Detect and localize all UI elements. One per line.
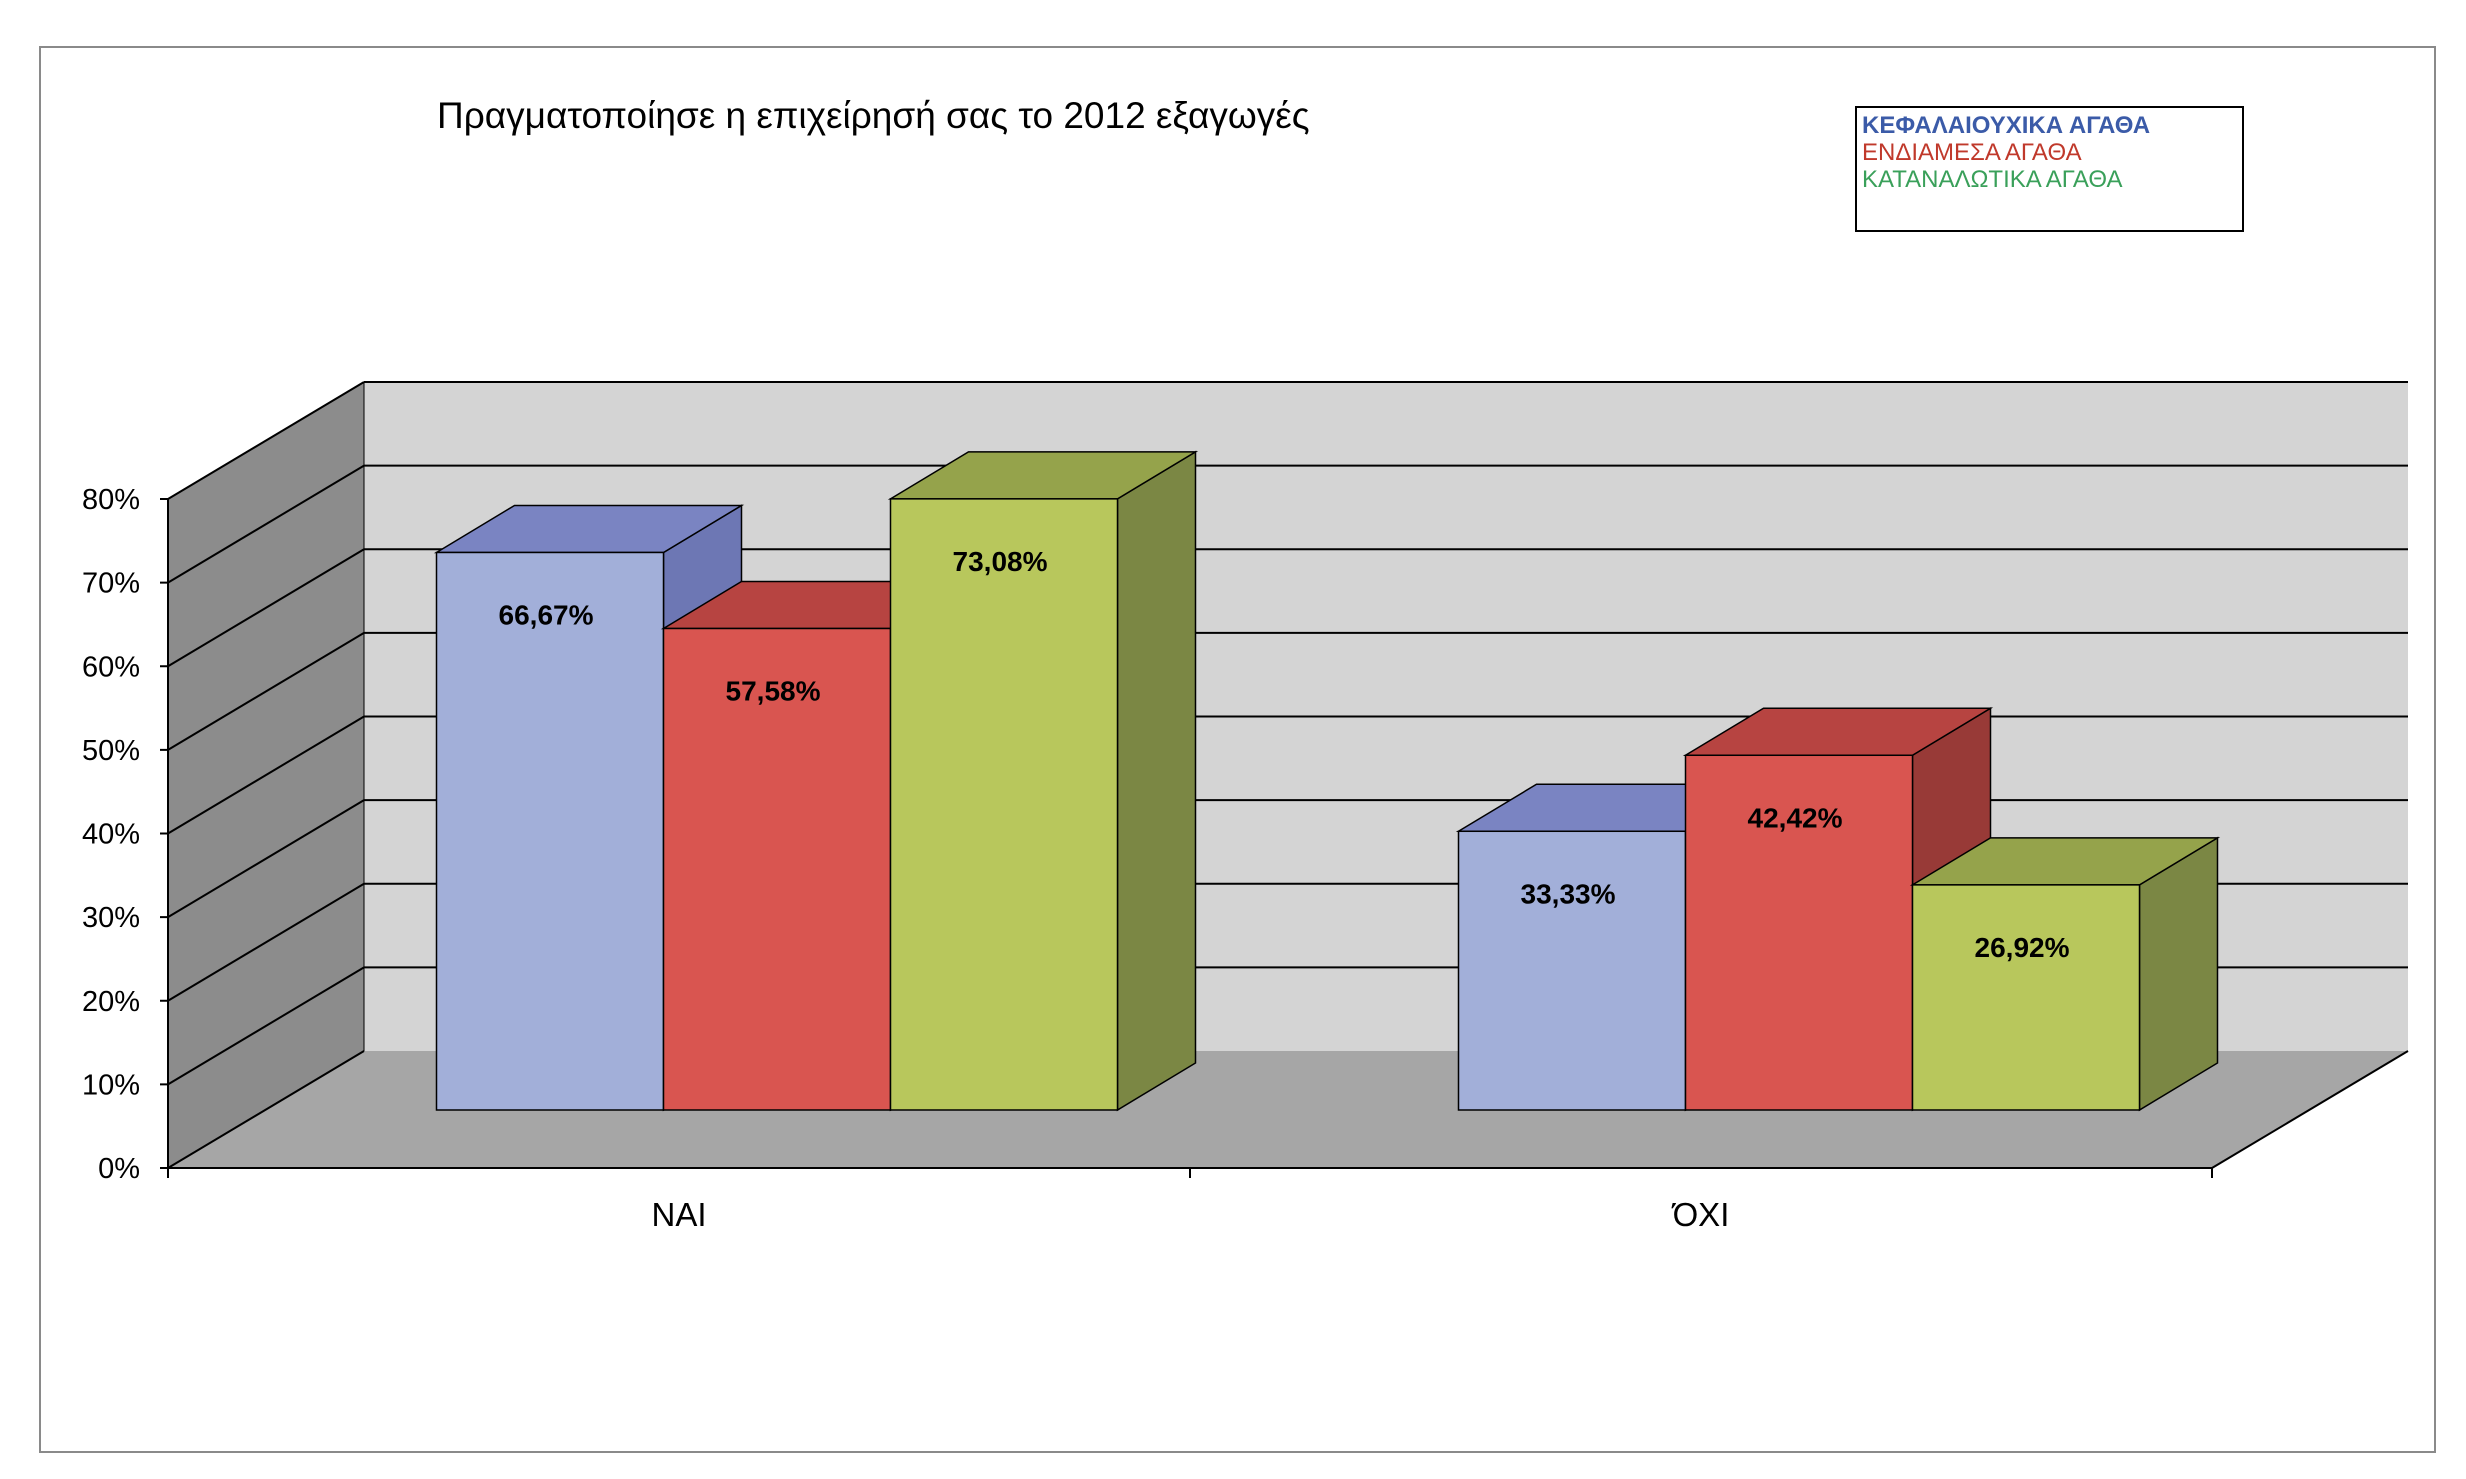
bar-side — [1116, 450, 1197, 1112]
gridline-side — [167, 882, 365, 1002]
data-label: 57,58% — [726, 675, 821, 706]
x-tick-label: ΌΧΙ — [1671, 1196, 1730, 1233]
data-label: 66,67% — [499, 599, 594, 630]
bar — [1684, 754, 1914, 1111]
gridline-side — [167, 966, 365, 1086]
y-tick-label: 60% — [82, 651, 140, 683]
legend-entry: ΚΑΤΑΝΑΛΩΤΙΚΑ ΑΓΑΘΑ — [1862, 166, 2123, 193]
chart-title: Πραγματοποίησε η επιχείρησή σας το 2012 … — [437, 95, 1310, 136]
legend-box — [1855, 106, 2244, 232]
gridline-side — [167, 799, 365, 918]
gridline-side — [167, 381, 365, 500]
bar — [662, 627, 892, 1111]
legend-entry: ΚΕΦΑΛΑΙΟΥΧΙΚΑ ΑΓΑΘΑ — [1862, 112, 2150, 139]
data-label: 26,92% — [1975, 932, 2070, 963]
bar — [435, 551, 665, 1111]
bar — [1911, 884, 2141, 1111]
gridline-side — [167, 464, 365, 584]
y-tick-label: 40% — [82, 819, 140, 851]
data-label: 33,33% — [1521, 878, 1616, 909]
data-label: 42,42% — [1748, 802, 1843, 833]
bar — [889, 498, 1119, 1111]
x-tick-label: ΝΑΙ — [651, 1196, 706, 1233]
y-tick-label: 0% — [98, 1153, 140, 1185]
gridline-side — [167, 632, 365, 751]
y-axis-ticks: 0% 10% 20% 30% 40% 50% 60% 70% 80% — [82, 484, 169, 1185]
bars — [433, 450, 2221, 1112]
gridline-side — [167, 1050, 365, 1169]
y-tick-label: 10% — [82, 1069, 140, 1101]
y-tick-label: 80% — [82, 484, 140, 516]
data-label: 73,08% — [953, 546, 1048, 577]
gridline-side — [167, 548, 365, 668]
gridline-side — [167, 715, 365, 835]
y-tick-label: 50% — [82, 735, 140, 767]
y-tick-label: 70% — [82, 568, 140, 600]
x-axis: ΝΑΙ ΌΧΙ — [167, 1050, 2409, 1233]
bar — [1457, 830, 1687, 1111]
data-labels: 66,67% 57,58% 73,08% 33,33% 42,42% 26,92% — [499, 546, 2070, 963]
legend-entry: ΕΝΔΙΑΜΕΣΑ ΑΓΑΘΑ — [1862, 139, 2082, 166]
y-tick-label: 30% — [82, 902, 140, 934]
y-tick-label: 20% — [82, 986, 140, 1018]
floor-edge — [2211, 1050, 2409, 1169]
